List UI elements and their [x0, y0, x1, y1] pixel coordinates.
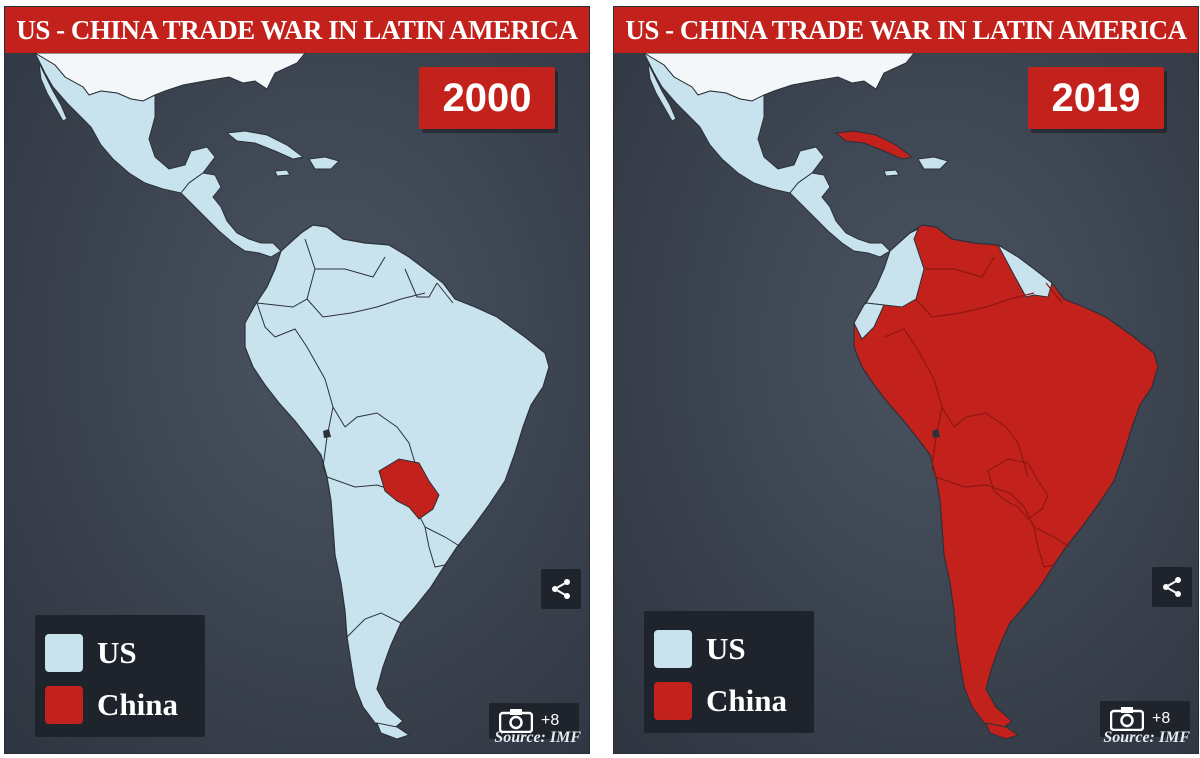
- baja-california: [647, 62, 677, 122]
- gallery-count: +8: [1152, 710, 1171, 727]
- share-icon: [552, 579, 570, 599]
- legend-item-us: US: [654, 629, 746, 669]
- mexico: [642, 51, 825, 194]
- legend-item-us: US: [45, 633, 137, 673]
- legend: US China: [644, 611, 814, 733]
- paraguay-china: [378, 458, 440, 520]
- china-swatch: [45, 686, 83, 724]
- year-badge: 2019: [1028, 67, 1164, 129]
- colombia-us: [865, 227, 925, 308]
- share-icon: [1163, 577, 1181, 597]
- map-title: US - CHINA TRADE WAR IN LATIN AMERICA: [614, 7, 1198, 53]
- legend-item-china: China: [45, 685, 178, 725]
- lake-titicaca: [932, 429, 940, 438]
- guyana-suriname-us: [996, 243, 1053, 298]
- share-button[interactable]: [1152, 567, 1192, 607]
- jamaica: [274, 169, 291, 177]
- camera-icon: [499, 709, 533, 733]
- tierra-del-fuego-china: [985, 722, 1020, 740]
- year-badge: 2000: [419, 67, 555, 129]
- tierra-del-fuego: [376, 722, 411, 740]
- central-america: [180, 172, 282, 258]
- hispaniola: [308, 156, 340, 170]
- map-panel-2019: US - CHINA TRADE WAR IN LATIN AMERICA 20…: [613, 6, 1199, 754]
- map-panel-2000: US - CHINA TRADE WAR IN LATIN AMERICA 20…: [4, 6, 590, 754]
- hispaniola: [917, 156, 949, 170]
- china-swatch: [654, 682, 692, 720]
- cuba-china: [834, 130, 914, 160]
- legend-item-china: China: [654, 681, 787, 721]
- us-swatch: [654, 630, 692, 668]
- gallery-button[interactable]: +8: [1100, 701, 1190, 737]
- baja-california: [38, 62, 68, 122]
- jamaica: [883, 169, 900, 177]
- legend-label-china: China: [706, 683, 787, 718]
- cuba: [225, 130, 305, 160]
- central-america: [789, 172, 891, 258]
- map-title: US - CHINA TRADE WAR IN LATIN AMERICA: [5, 7, 589, 53]
- legend-label-us: US: [97, 635, 137, 670]
- source-credit: Source: IMF: [494, 729, 581, 746]
- legend-label-us: US: [706, 631, 746, 666]
- source-credit: Source: IMF: [1103, 729, 1190, 746]
- us-swatch: [45, 634, 83, 672]
- gallery-count: +8: [541, 712, 560, 729]
- legend-label-china: China: [97, 687, 178, 722]
- country-borders: [883, 256, 1071, 568]
- mexico: [33, 51, 216, 194]
- share-button[interactable]: [541, 569, 581, 609]
- legend: US China: [35, 615, 205, 737]
- south-america-china: [853, 224, 1159, 732]
- gallery-button[interactable]: +8: [489, 703, 579, 739]
- ecuador-us: [853, 302, 885, 340]
- camera-icon: [1110, 707, 1144, 731]
- lake-titicaca: [323, 429, 331, 438]
- latin-america-map-2019: [614, 7, 1198, 753]
